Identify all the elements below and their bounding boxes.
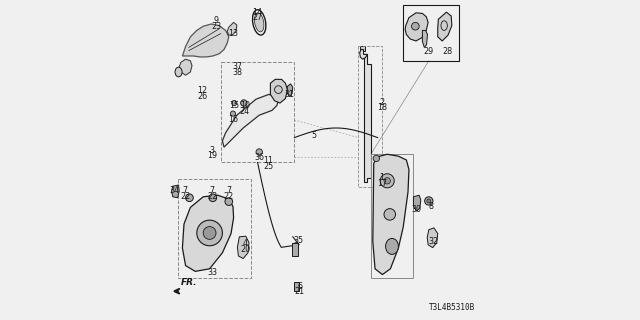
Text: 22: 22 (180, 192, 191, 201)
Polygon shape (172, 185, 179, 198)
Bar (294, 282, 299, 291)
Text: 7: 7 (226, 186, 232, 195)
Ellipse shape (385, 238, 398, 254)
Text: 35: 35 (294, 236, 304, 245)
Text: 6: 6 (297, 282, 302, 291)
Bar (358, 46, 383, 187)
Text: 30: 30 (411, 205, 421, 214)
Circle shape (256, 149, 262, 155)
Circle shape (225, 198, 233, 205)
Text: 8: 8 (429, 202, 434, 211)
Polygon shape (287, 84, 292, 97)
Polygon shape (179, 59, 192, 75)
Circle shape (380, 174, 394, 188)
Text: 16: 16 (228, 115, 239, 124)
Polygon shape (405, 13, 428, 41)
Text: 34: 34 (169, 186, 179, 195)
Text: 1: 1 (380, 173, 384, 182)
Text: 29: 29 (424, 47, 434, 56)
Text: 25: 25 (263, 162, 273, 171)
Text: 26: 26 (198, 92, 207, 101)
Text: 9: 9 (213, 16, 219, 25)
Polygon shape (372, 154, 409, 275)
Circle shape (241, 100, 247, 106)
Polygon shape (182, 195, 234, 271)
Bar (178, 179, 251, 278)
Text: T3L4B5310B: T3L4B5310B (429, 303, 475, 312)
Text: 28: 28 (442, 47, 452, 56)
Bar (371, 154, 413, 278)
Polygon shape (237, 236, 249, 259)
Text: 3: 3 (210, 146, 214, 155)
Polygon shape (364, 54, 371, 182)
Text: 12: 12 (198, 86, 207, 95)
Text: 4: 4 (243, 239, 248, 248)
Circle shape (275, 86, 282, 93)
Bar (221, 62, 294, 162)
Text: 31: 31 (284, 90, 294, 99)
Text: 17: 17 (377, 179, 387, 188)
Circle shape (230, 111, 236, 116)
Circle shape (204, 227, 216, 239)
Circle shape (384, 209, 396, 220)
Text: 7: 7 (209, 186, 215, 195)
Polygon shape (438, 12, 452, 41)
Ellipse shape (175, 67, 182, 77)
Polygon shape (223, 94, 278, 147)
Text: 15: 15 (230, 101, 239, 110)
Circle shape (384, 178, 390, 184)
Text: 27: 27 (252, 13, 263, 22)
Polygon shape (270, 79, 287, 103)
Polygon shape (360, 50, 367, 59)
Polygon shape (422, 30, 428, 47)
Text: 22: 22 (223, 192, 234, 201)
Polygon shape (227, 22, 237, 35)
Polygon shape (428, 228, 438, 248)
Text: 32: 32 (429, 237, 438, 246)
Circle shape (425, 197, 433, 205)
Circle shape (427, 199, 431, 203)
Text: 36: 36 (254, 153, 264, 162)
Bar (360, 46, 365, 51)
Text: 33: 33 (207, 268, 217, 277)
Circle shape (196, 220, 223, 246)
Text: 38: 38 (232, 68, 243, 77)
Text: 13: 13 (228, 29, 239, 38)
Text: 7: 7 (182, 186, 188, 195)
Text: FR.: FR. (181, 278, 197, 287)
Text: 19: 19 (207, 151, 217, 160)
Circle shape (209, 194, 216, 202)
Bar (403, 5, 460, 61)
Text: 5: 5 (311, 131, 316, 140)
Text: 21: 21 (294, 287, 305, 296)
Text: 11: 11 (263, 156, 273, 165)
Text: 10: 10 (240, 101, 250, 110)
Circle shape (232, 100, 237, 106)
Text: 23: 23 (211, 22, 221, 31)
Polygon shape (413, 195, 421, 211)
Text: 20: 20 (241, 245, 250, 254)
Text: 24: 24 (240, 107, 250, 116)
Text: 18: 18 (378, 103, 387, 112)
Text: 2: 2 (380, 98, 385, 107)
Ellipse shape (255, 13, 264, 32)
Text: 22: 22 (207, 192, 218, 201)
Polygon shape (182, 24, 229, 57)
Circle shape (412, 22, 419, 30)
Circle shape (373, 155, 380, 162)
Bar (292, 243, 298, 256)
Text: 14: 14 (253, 8, 262, 17)
Circle shape (186, 194, 193, 202)
Text: 37: 37 (232, 62, 243, 71)
